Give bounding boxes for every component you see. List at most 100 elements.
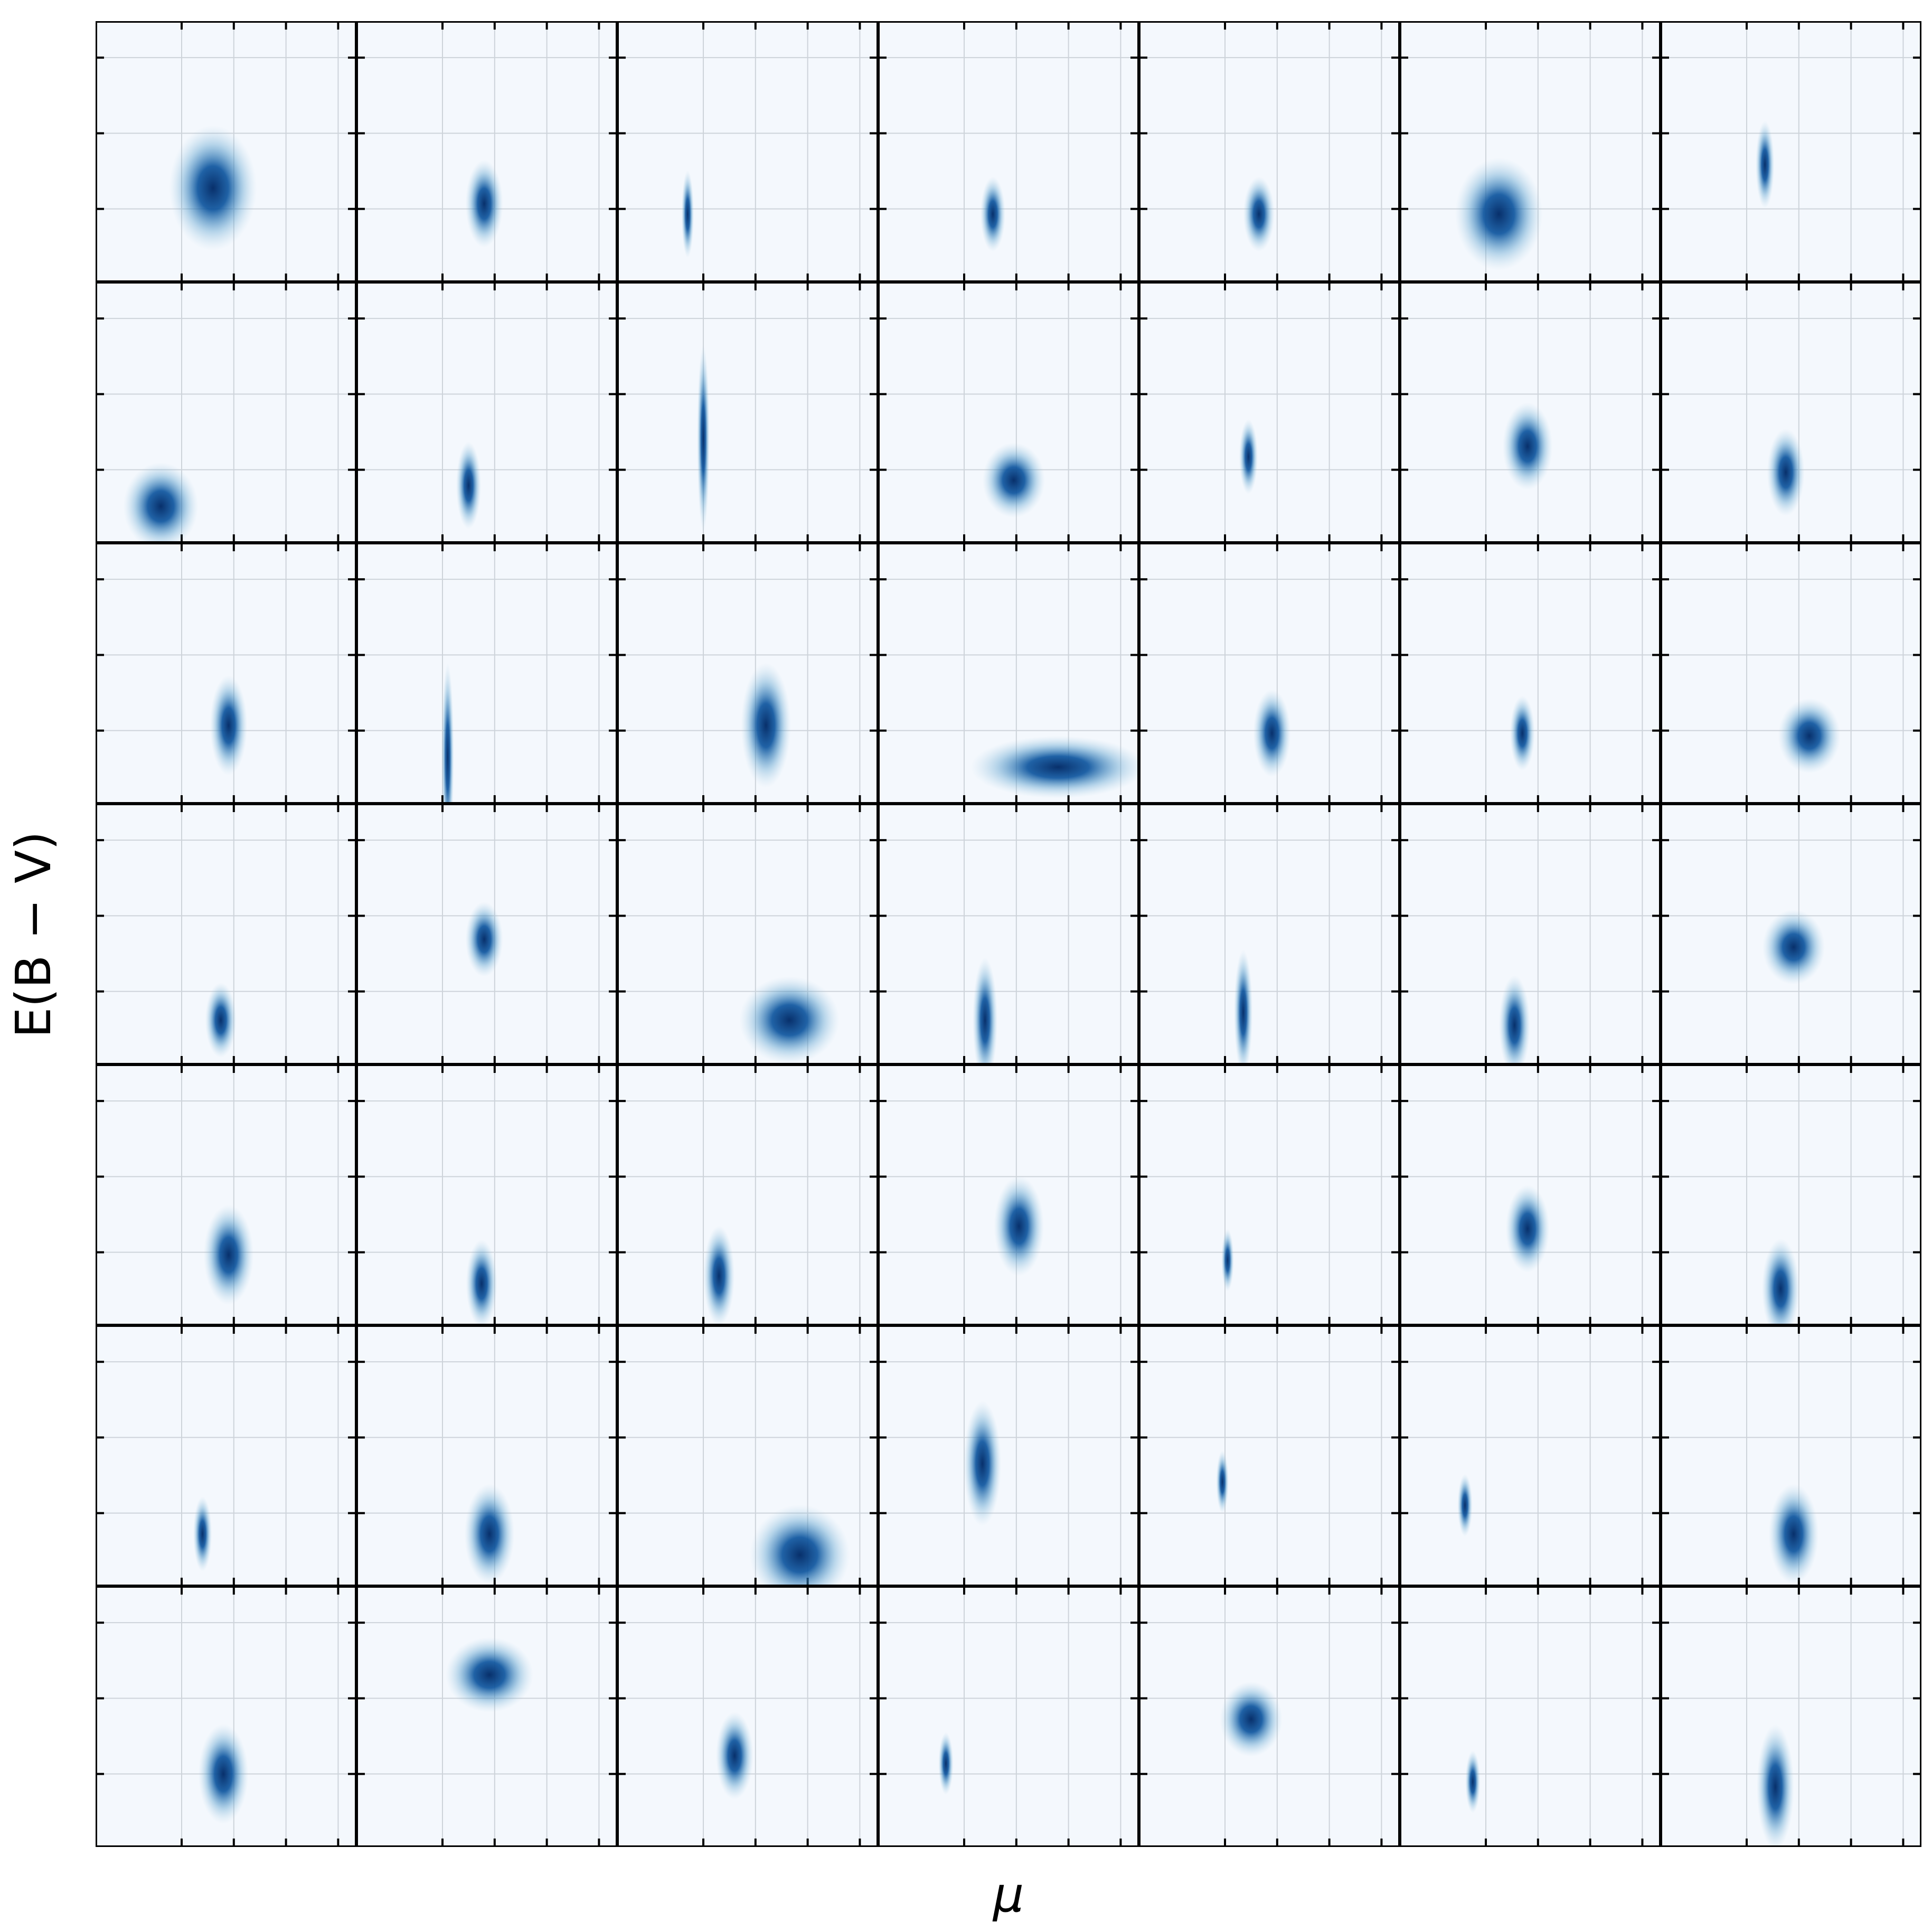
- density-blob: [1465, 1750, 1481, 1813]
- panel-background: [1139, 1325, 1400, 1586]
- panel-background: [1139, 282, 1400, 543]
- density-blob: [1768, 1484, 1819, 1585]
- density-blob: [1761, 1239, 1799, 1325]
- density-blob: [193, 1496, 212, 1572]
- panel-frame: [1661, 21, 1921, 282]
- panel: [1661, 804, 1921, 1064]
- panel-background: [356, 1586, 617, 1847]
- panel-frame: [356, 1064, 617, 1325]
- density-blob: [441, 663, 454, 804]
- panel: [96, 543, 356, 804]
- panel: [617, 282, 878, 543]
- panel: [1400, 543, 1661, 804]
- panel: [1661, 543, 1921, 804]
- panel-frame: [1661, 1325, 1921, 1586]
- panel-background: [1400, 543, 1661, 804]
- panel: [878, 804, 1139, 1064]
- panel: [878, 1325, 1139, 1586]
- panel-frame: [1661, 543, 1921, 804]
- panel-background: [878, 804, 1139, 1064]
- panel-frame: [96, 1325, 356, 1586]
- density-blob: [697, 344, 710, 533]
- panel: [1139, 282, 1400, 543]
- panel: [96, 1325, 356, 1586]
- panel-background: [1400, 804, 1661, 1064]
- panel: [617, 543, 878, 804]
- panel-frame: [1400, 21, 1661, 282]
- panel: [1139, 543, 1400, 804]
- density-blob: [681, 170, 694, 258]
- panel-frame: [96, 21, 356, 282]
- panel-frame: [1400, 543, 1661, 804]
- panel: [878, 21, 1139, 282]
- density-blob: [982, 442, 1045, 518]
- density-blob: [1455, 157, 1543, 271]
- panel: [356, 1586, 617, 1847]
- panel-frame: [96, 1586, 356, 1847]
- density-blob: [456, 441, 482, 530]
- panel: [96, 21, 356, 282]
- panel-frame: [1400, 1064, 1661, 1325]
- panel: [1400, 1064, 1661, 1325]
- density-blob: [1499, 975, 1530, 1064]
- panel-frame: [1400, 804, 1661, 1064]
- panel-background: [617, 1586, 878, 1847]
- panel-frame: [617, 804, 878, 1064]
- density-blob: [198, 1723, 249, 1824]
- panel-frame: [1400, 1325, 1661, 1586]
- panel: [1661, 1586, 1921, 1847]
- panel-background: [356, 543, 617, 804]
- panel: [878, 1064, 1139, 1325]
- panel-frame: [617, 21, 878, 282]
- panel: [1139, 1586, 1400, 1847]
- density-blob: [739, 976, 840, 1064]
- density-blob: [1239, 419, 1258, 495]
- y-axis-label: E(B − V): [5, 831, 62, 1038]
- panel: [1400, 1325, 1661, 1586]
- panel: [1139, 21, 1400, 282]
- panel: [1139, 1325, 1400, 1586]
- panel: [1400, 804, 1661, 1064]
- panel: [356, 21, 617, 282]
- density-blob: [445, 1637, 533, 1713]
- density-blob: [1243, 176, 1275, 252]
- density-blob: [210, 675, 248, 776]
- panel-background: [1139, 21, 1400, 282]
- panel: [1661, 21, 1921, 282]
- density-blob: [994, 1176, 1044, 1277]
- density-blob: [1502, 402, 1553, 491]
- panel-background: [617, 1064, 878, 1325]
- panel-frame: [617, 1064, 878, 1325]
- panel: [356, 543, 617, 804]
- panel: [1400, 1586, 1661, 1847]
- panel-frame: [96, 804, 356, 1064]
- panel-frame: [617, 543, 878, 804]
- panel-frame: [1139, 1586, 1400, 1847]
- panel-frame: [1661, 804, 1921, 1064]
- density-blob: [1755, 120, 1775, 209]
- panel-background: [1139, 1064, 1400, 1325]
- panel: [1400, 282, 1661, 543]
- panel-background: [1139, 804, 1400, 1064]
- panel-frame: [356, 1325, 617, 1586]
- panel-frame: [878, 804, 1139, 1064]
- panel-frame: [1139, 1064, 1400, 1325]
- panel-frame: [1661, 282, 1921, 543]
- density-blob: [1767, 428, 1805, 516]
- panel: [1400, 21, 1661, 282]
- panel: [617, 1325, 878, 1586]
- density-blob: [1233, 949, 1253, 1064]
- panel: [96, 1064, 356, 1325]
- panel: [356, 1064, 617, 1325]
- density-blob: [1510, 695, 1535, 771]
- panel-frame: [878, 1586, 1139, 1847]
- density-blob: [123, 462, 199, 543]
- panel: [617, 1064, 878, 1325]
- panel: [878, 1586, 1139, 1847]
- panel-background: [1400, 1325, 1661, 1586]
- panel-background: [1400, 1586, 1661, 1847]
- panel: [356, 282, 617, 543]
- panel-background: [1661, 21, 1921, 282]
- panel-frame: [878, 21, 1139, 282]
